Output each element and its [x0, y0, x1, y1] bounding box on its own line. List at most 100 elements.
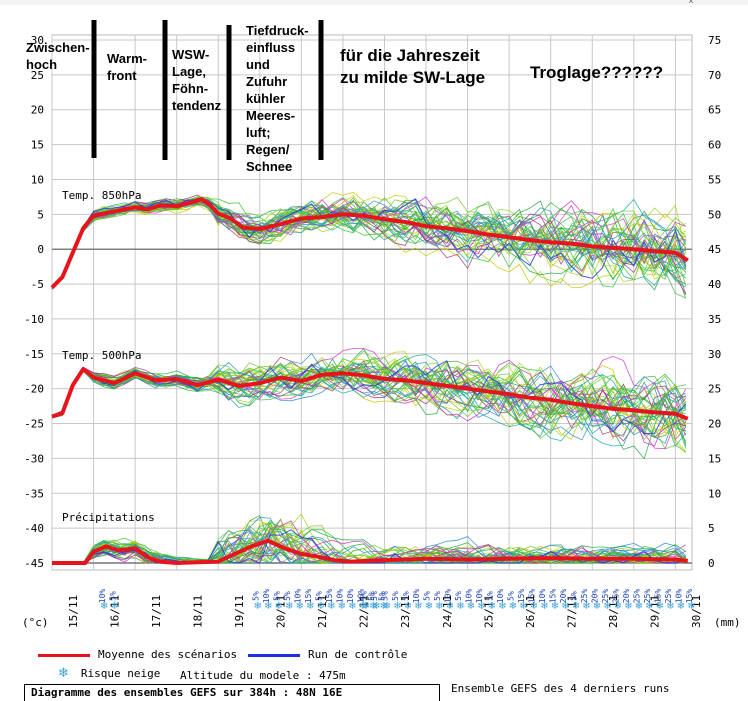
chart-title: Diagramme des ensembles GEFS sur 384h : … [24, 684, 440, 701]
snowflake-icon: ❄ [519, 601, 527, 612]
legend-control-swatch [248, 653, 300, 657]
snow-risk-value: 5% [315, 591, 324, 601]
x-tick-label: 23/11 [399, 595, 412, 628]
snow-risk-value: 20% [591, 589, 600, 604]
snow-risk-value: 5% [570, 591, 579, 601]
snowflake-icon: ❄ [593, 601, 601, 612]
snowflake-icon: ❄ [254, 601, 262, 612]
left-tick-label: 10 [31, 173, 44, 186]
snowflake-icon: ❄ [645, 601, 653, 612]
right-tick-label: 70 [708, 69, 721, 82]
snowflake-icon: ❄ [110, 601, 118, 612]
left-tick-label: -45 [24, 557, 44, 570]
snow-risk-value: 15% [517, 589, 526, 604]
snow-risk-value: 20% [622, 589, 631, 604]
snow-risk-value: 5% [283, 591, 292, 601]
snowflake-icon: ❄ [477, 601, 485, 612]
snowflake-icon: ❄ [348, 601, 356, 612]
plot-area [51, 34, 693, 571]
t850-label: Temp. 850hPa [62, 189, 141, 202]
snow-risk-value: 10% [465, 589, 474, 604]
snow-risk-value: 15% [325, 589, 334, 604]
legend-control: Run de contrôle [248, 648, 407, 661]
precip-label: Précipitations [62, 511, 155, 524]
annotation-tief: kühler [246, 91, 285, 106]
snowflake-icon: ❄ [656, 601, 664, 612]
snowflake-icon: ❄ [509, 601, 517, 612]
snowflake-icon: ❄ [624, 601, 632, 612]
snowflake-icon: ❄ [446, 601, 454, 612]
chart-subtitle: Ensemble GEFS des 4 derniers runs [451, 682, 670, 695]
left-tick-label: -5 [31, 278, 44, 291]
left-tick-label: -20 [24, 383, 44, 396]
annotation-warmfront: Warm- [107, 51, 147, 66]
snowflake-icon: ❄ [380, 601, 388, 612]
snow-risk-value: 10% [98, 589, 107, 604]
legend-mean-swatch [38, 653, 90, 657]
left-tick-label: -35 [24, 487, 44, 500]
x-tick-label: 22/11 [358, 595, 371, 628]
snowflake-icon: ❄ [369, 601, 377, 612]
snow-risk-value: 25% [664, 589, 673, 604]
right-tick-label: 55 [708, 173, 721, 186]
snowflake-icon: ❄ [264, 601, 272, 612]
right-tick-label: 0 [708, 557, 715, 570]
right-tick-label: 60 [708, 139, 721, 152]
snow-risk-value: 10% [357, 589, 366, 604]
snow-risk-value: 5% [402, 591, 411, 601]
snowflake-icon: ❄ [572, 601, 580, 612]
snow-risk-value: 25% [643, 589, 652, 604]
snowflake-icon: ❄ [338, 601, 346, 612]
snow-risk-value: 15% [528, 589, 537, 604]
snowflake-icon: ❄ [296, 601, 304, 612]
annotation-tief: Regen/ [246, 142, 290, 157]
x-tick-label: 20/11 [275, 595, 288, 628]
mean-t850-line [50, 197, 689, 290]
snow-risk-value: 5% [423, 591, 432, 601]
snowflake-icon: ❄ [275, 601, 283, 612]
snow-risk-value: 5% [507, 591, 516, 601]
snowflake-icon: ❄ [666, 601, 674, 612]
snow-risk-value: 10% [675, 589, 684, 604]
snowflake-icon: ❄ [456, 601, 464, 612]
snowflake-icon: ❄ [383, 601, 391, 612]
snow-risk-value: 5% [381, 591, 390, 601]
left-tick-label: 0 [37, 243, 44, 256]
left-tick-label: 30 [31, 34, 44, 47]
snow-risk-value: 5% [360, 591, 369, 601]
t850-member [51, 195, 686, 286]
left-tick-label: -15 [24, 348, 44, 361]
mean-t500-line [51, 367, 689, 421]
left-tick-label: 15 [31, 139, 44, 152]
annotation-wsw: Föhn- [172, 81, 208, 96]
x-tick-label: 26/11 [524, 595, 537, 628]
right-tick-label: 65 [708, 104, 721, 117]
close-icon[interactable]: × [687, 0, 694, 7]
snowflake-icon: ❄ [435, 601, 443, 612]
t500-member [51, 366, 687, 441]
snowflake-icon: ❄ [425, 601, 433, 612]
right-tick-label: 30 [708, 348, 721, 361]
snowflake-icon: ❄ [285, 601, 293, 612]
snowflake-icon: ❄ [317, 601, 325, 612]
snow-risk-value: 5% [108, 591, 117, 601]
left-axis-unit: (°c) [22, 616, 49, 629]
right-tick-label: 35 [708, 313, 721, 326]
t500-label: Temp. 500hPa [62, 349, 141, 362]
model-altitude: Altitude du modele : 475m [180, 669, 346, 682]
snow-risk-value: 10% [496, 589, 505, 604]
x-tick-label: 15/11 [67, 595, 80, 628]
snow-risk-value: 5% [378, 591, 387, 601]
left-tick-label: 5 [37, 208, 44, 221]
x-tick-label: 24/11 [441, 595, 454, 628]
snowflake-icon: ❄ [359, 601, 367, 612]
annotation-zwischenhoch: hoch [26, 57, 57, 72]
right-tick-label: 10 [708, 487, 721, 500]
legend-control-label: Run de contrôle [308, 648, 408, 661]
mean-precip-line [52, 538, 689, 565]
legend-mean: Moyenne des scénarios [38, 648, 237, 661]
x-tick-label: 27/11 [565, 595, 578, 628]
right-tick-label: 40 [708, 278, 721, 291]
annotation-trog: Troglage?????? [530, 63, 663, 82]
